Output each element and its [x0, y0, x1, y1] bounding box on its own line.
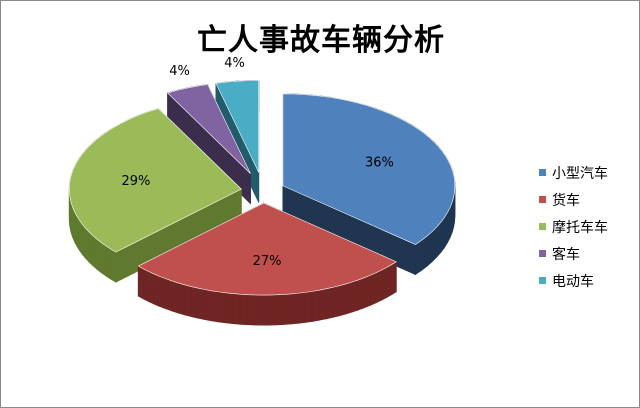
slice-side — [197, 287, 206, 320]
slice-side — [92, 234, 98, 270]
slice-side — [165, 278, 173, 312]
slice-side — [426, 230, 433, 267]
slice-side — [211, 290, 219, 323]
slice-side — [177, 282, 186, 316]
slice-side — [78, 218, 83, 256]
slice-side — [386, 264, 392, 299]
slice-side — [88, 230, 93, 267]
slice-side — [443, 211, 448, 249]
legend-swatch — [539, 169, 546, 176]
legend-label: 客车 — [552, 246, 580, 263]
slice-side — [268, 294, 277, 326]
slice-side — [318, 288, 327, 321]
slice-side — [225, 292, 234, 325]
chart-title: 亡人事故车辆分析 — [197, 23, 445, 58]
slice-side — [96, 238, 102, 274]
legend-item: 货车 — [539, 186, 608, 213]
slice-side — [325, 286, 334, 320]
slice-top — [215, 80, 260, 173]
slice-side — [100, 241, 107, 277]
slice-side — [204, 289, 212, 322]
legend-item: 客车 — [539, 240, 608, 267]
legend-label: 货车 — [552, 192, 580, 209]
slice-side — [105, 244, 112, 280]
slice-side — [415, 239, 422, 276]
data-label: 4% — [169, 64, 190, 79]
slice-side — [440, 216, 445, 254]
slice-top — [167, 84, 251, 174]
legend-label: 小型汽车 — [552, 165, 608, 182]
slice-side — [436, 221, 442, 259]
legend-label: 电动车 — [552, 273, 594, 290]
slice-side — [363, 274, 371, 309]
legend-swatch — [539, 223, 546, 230]
slice-side — [369, 272, 377, 306]
legend-item: 摩托车车 — [539, 213, 608, 240]
slice-side — [239, 293, 248, 326]
slice-side — [421, 235, 428, 272]
slice-side — [345, 281, 353, 315]
slice-side — [391, 261, 397, 296]
slice-top — [282, 93, 456, 245]
data-label: 29% — [121, 174, 150, 189]
legend: 小型汽车 货车 摩托车车 客车 电动车 — [539, 159, 608, 294]
slice-side — [84, 226, 90, 263]
slice-side — [110, 248, 117, 283]
slice-side — [261, 294, 270, 326]
slice-bus — [167, 84, 251, 205]
legend-swatch — [539, 277, 546, 284]
legend-swatch — [539, 250, 546, 257]
slice-small-car — [282, 93, 456, 276]
slice-top — [137, 202, 397, 296]
legend-label: 摩托车车 — [552, 219, 608, 236]
data-label: 4% — [224, 56, 245, 71]
slice-side — [81, 222, 86, 260]
slice-side — [297, 291, 306, 324]
slice-side — [254, 294, 263, 326]
slice-side — [311, 289, 320, 322]
slice-side — [246, 294, 255, 326]
data-label: 27% — [253, 254, 282, 269]
slice-truck — [137, 202, 397, 326]
data-label: 36% — [365, 156, 394, 171]
slice-side — [218, 291, 227, 324]
slice-side — [304, 290, 313, 323]
slice-side — [375, 269, 382, 304]
slice-side — [232, 293, 241, 325]
legend-item: 小型汽车 — [539, 159, 608, 186]
slice-side — [283, 293, 292, 325]
slice-side — [275, 294, 285, 326]
slice-top — [69, 108, 242, 253]
slice-side — [171, 280, 179, 314]
slice-side — [184, 284, 192, 318]
slice-motorcycle — [68, 107, 242, 283]
legend-swatch — [539, 196, 546, 203]
slice-side — [380, 266, 387, 301]
slice-side — [357, 277, 365, 311]
slice-side — [190, 286, 199, 319]
slice-side — [332, 285, 340, 318]
slice-side — [338, 283, 347, 317]
slice-side — [290, 292, 299, 325]
slice-side — [431, 226, 438, 263]
slice-side — [351, 279, 359, 313]
legend-item: 电动车 — [539, 267, 608, 294]
